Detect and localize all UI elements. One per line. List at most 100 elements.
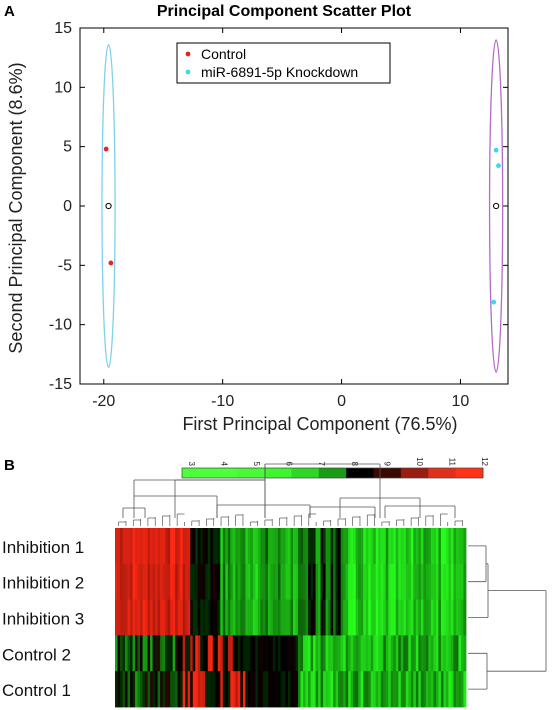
heatmap-cell [130,563,133,600]
colorbar-segment [373,468,402,478]
heatmap-cell [252,599,256,636]
heatmap-cell [333,528,337,565]
heatmap-cell [388,671,392,708]
heatmap-cell [433,671,437,708]
heatmap-cell [242,528,246,565]
heatmap-cell [247,635,251,672]
heatmap-cell [122,599,126,636]
heatmap-cell [195,635,199,672]
heatmap-cell [375,528,379,565]
x-tick-label: 0 [337,393,346,410]
heatmap-cell [413,599,417,636]
heatmap-cell [433,528,437,565]
heatmap-cell [448,599,452,636]
heatmap-cell [305,563,309,600]
heatmap-cell [235,635,239,672]
heatmap-cell [355,563,359,600]
heatmap-cell [230,599,234,636]
heatmap-cell [370,635,374,672]
colorbar-tick-label: 11 [447,458,456,467]
heatmap-cell [390,671,394,708]
heatmap-cell [267,671,271,708]
heatmap-cell [410,599,414,636]
heatmap-cell [282,635,286,672]
heatmap-cell [270,671,274,708]
heatmap-cell [460,599,464,636]
heatmap-cell [185,563,189,600]
heatmap-cell [145,635,148,672]
heatmap-cell [303,563,306,600]
heatmap-cell [170,671,174,708]
heatmap-cell [212,528,216,565]
heatmap-cell [320,671,324,708]
heatmap-cell [122,528,126,565]
scatter-plot-area: -20 -10 0 10 -15 -10 -5 0 5 10 15 Control miR-6891-5… [49,20,509,410]
heatmap-cell [122,671,126,708]
heatmap-cell [175,671,179,708]
confidence-ellipse [101,43,116,369]
heatmap-cell [267,599,271,636]
heatmap-cell [460,563,464,600]
heatmap-cell [115,635,118,672]
heatmap-cell [147,671,151,708]
heatmap-cell [227,599,231,636]
heatmap-cell [117,599,121,636]
heatmap-cell [180,563,184,600]
y-tick-label: 0 [63,198,72,215]
heatmap-cell [257,635,261,672]
heatmap-cell [255,528,259,565]
heatmap-cell [388,635,392,672]
heatmap-cell [162,528,166,565]
y-tick-label: -15 [49,376,72,393]
heatmap-cell [428,671,432,708]
row-dendrogram [468,545,547,690]
heatmap-cell [330,635,334,672]
heatmap-cell [333,671,337,708]
heatmap-cell [378,528,382,565]
heatmap-cell [343,528,347,565]
heatmap-cell [225,599,229,636]
heatmap-cell [300,563,304,600]
heatmap-cell [308,635,311,672]
heatmap-cell [275,563,279,600]
heatmap-cell [250,599,254,636]
heatmap-cell [285,528,289,565]
chart-title: Principal Component Scatter Plot [157,3,412,20]
heatmap-cell [463,563,467,600]
heatmap-cell [335,599,339,636]
heatmap-cell [272,599,276,636]
heatmap-cell [232,563,236,600]
heatmap-cell [345,528,349,565]
heatmap-cell [300,671,304,708]
heatmap-cell [455,528,459,565]
heatmap-cell [147,635,151,672]
heatmap-cell [430,635,434,672]
heatmap-cell [240,599,244,636]
heatmap-cell [313,599,316,636]
colorbar: 3456789101112 [181,457,489,479]
heatmap-cell [325,671,329,708]
heatmap-cell [217,599,221,636]
heatmap-cell [305,635,309,672]
heatmap-cell [453,671,457,708]
heatmap-cell [398,563,402,600]
colorbar-tick-label: 12 [480,457,489,466]
heatmap-cell [400,635,404,672]
heatmap-cell [212,599,216,636]
heatmap-cell [222,563,226,600]
heatmap-cell [232,599,236,636]
heatmap-cell [232,635,236,672]
heatmap-cell [448,528,452,565]
panel-a-label: A [4,3,15,20]
heatmap-cell [358,528,362,565]
heatmap-cell [365,671,369,708]
heatmap-cell [127,635,131,672]
heatmap-cell [152,635,156,672]
heatmap-cell [370,599,374,636]
heatmap-cell [155,599,159,636]
data-point [108,260,114,266]
heatmap-cell [438,563,442,600]
heatmap-cell [237,635,241,672]
heatmap-cell [455,635,459,672]
